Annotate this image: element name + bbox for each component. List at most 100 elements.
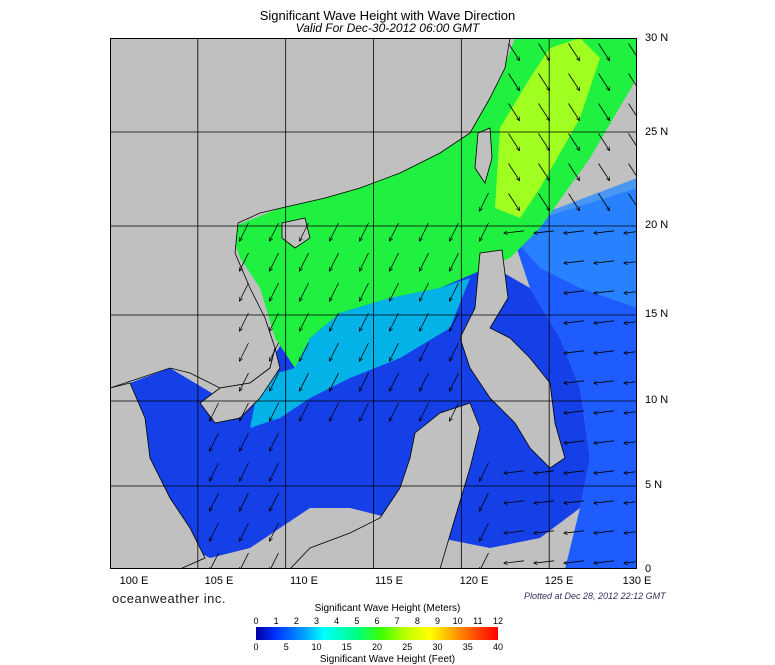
- legend-feet-tick: 15: [341, 642, 352, 652]
- lon-label-110e: 110 E: [290, 575, 318, 587]
- legend-meters-tick: 1: [273, 616, 279, 626]
- wave-arrow: [390, 252, 399, 271]
- wave-arrow: [240, 312, 249, 331]
- wave-arrow: [480, 222, 489, 241]
- wave-arrow: [450, 312, 459, 331]
- wave-arrow: [390, 372, 399, 391]
- wave-arrow: [330, 222, 339, 241]
- legend-meters-tick: 12: [492, 616, 503, 626]
- wave-arrow: [508, 73, 520, 91]
- wave-arrow: [300, 312, 309, 331]
- wave-arrow: [568, 43, 580, 61]
- wave-arrow: [240, 462, 249, 481]
- wave-arrow: [628, 43, 637, 61]
- wave-arrow: [330, 372, 339, 391]
- wave-arrow: [360, 312, 369, 331]
- wave-arrow: [270, 282, 279, 301]
- wave-arrow: [594, 230, 615, 233]
- wave-arrow: [508, 193, 520, 211]
- wave-arrow: [628, 73, 637, 91]
- wave-arrow: [594, 470, 615, 473]
- wave-arrow: [450, 252, 459, 271]
- legend-meters-tick: 8: [414, 616, 420, 626]
- wave-arrow: [594, 530, 615, 533]
- wave-arrow: [568, 193, 580, 211]
- wave-arrow: [330, 282, 339, 301]
- wave-arrow: [534, 560, 555, 563]
- wave-arrow: [598, 133, 610, 151]
- legend-feet-tick: 10: [311, 642, 322, 652]
- wave-arrow: [624, 291, 637, 293]
- wave-arrow: [210, 462, 219, 481]
- wave-arrow: [450, 402, 459, 421]
- wave-arrow: [300, 342, 309, 361]
- wave-arrow: [538, 193, 550, 211]
- wave-arrow: [594, 290, 615, 293]
- wave-arrow: [504, 470, 525, 473]
- wave-arrow: [420, 312, 429, 331]
- legend-feet-title: Significant Wave Height (Feet): [319, 654, 456, 665]
- wave-arrow: [568, 133, 580, 151]
- sea-moderate-band: [250, 278, 470, 428]
- legend-feet-tick: 30: [432, 642, 443, 652]
- wave-arrow: [564, 260, 585, 263]
- lat-label-20n: 20 N: [645, 219, 669, 231]
- wave-arrow: [360, 252, 369, 271]
- wave-arrow: [628, 103, 637, 121]
- wave-arrow: [240, 372, 249, 391]
- wave-arrow: [508, 133, 520, 151]
- wave-height-map: [110, 38, 637, 569]
- wave-arrow: [330, 342, 339, 361]
- wave-arrow: [628, 133, 637, 151]
- wave-arrow: [330, 402, 339, 421]
- wave-arrow: [624, 531, 637, 533]
- legend-meters-tick: 3: [313, 616, 319, 626]
- wave-arrow: [538, 43, 550, 61]
- wave-arrow: [598, 73, 610, 91]
- legend-feet-tick: 35: [462, 642, 473, 652]
- wave-arrow: [300, 372, 309, 391]
- wave-arrow: [598, 193, 610, 211]
- wave-arrow: [564, 290, 585, 293]
- wave-arrow: [330, 312, 339, 331]
- map-title: Significant Wave Height with Wave Direct…: [259, 8, 516, 23]
- wave-arrow: [564, 230, 585, 233]
- wave-arrow: [270, 432, 279, 451]
- wave-arrow: [564, 410, 585, 413]
- oceanweather-logo: oceanweather inc.: [112, 591, 227, 606]
- wave-arrow: [624, 501, 637, 503]
- wave-arrow: [300, 402, 309, 421]
- legend-feet-tick: 40: [492, 642, 503, 652]
- wave-arrow: [594, 410, 615, 413]
- wave-arrow: [450, 372, 459, 391]
- wave-arrow: [270, 372, 279, 391]
- wave-arrow: [534, 470, 555, 473]
- wave-arrow: [564, 350, 585, 353]
- legend-meters-tick: 2: [293, 616, 299, 626]
- wave-arrow: [564, 380, 585, 383]
- legend-feet-tick: 20: [371, 642, 382, 652]
- wave-arrow: [504, 560, 525, 563]
- wave-arrow: [450, 282, 459, 301]
- wave-arrow: [624, 471, 637, 473]
- legend-feet-tick: 0: [253, 642, 259, 652]
- lon-label-100e: 100 E: [119, 575, 149, 587]
- lat-label-0: 0: [645, 563, 652, 575]
- wave-arrow: [504, 230, 525, 233]
- wave-arrow: [594, 500, 615, 503]
- wave-arrow: [240, 432, 249, 451]
- wave-arrow: [240, 252, 249, 271]
- wave-arrow: [240, 282, 249, 301]
- land-malay-peninsula: [110, 382, 206, 569]
- wave-arrow: [330, 252, 339, 271]
- lat-lon-grid: [110, 38, 637, 569]
- legend-meters-tick: 7: [394, 616, 400, 626]
- wave-arrow: [390, 312, 399, 331]
- wave-arrow: [270, 252, 279, 271]
- wave-arrow: [594, 320, 615, 323]
- wave-arrow: [594, 560, 615, 563]
- wave-arrow: [240, 402, 249, 421]
- wave-arrow: [270, 342, 279, 361]
- land-taiwan: [474, 127, 493, 184]
- wave-arrow: [210, 492, 219, 511]
